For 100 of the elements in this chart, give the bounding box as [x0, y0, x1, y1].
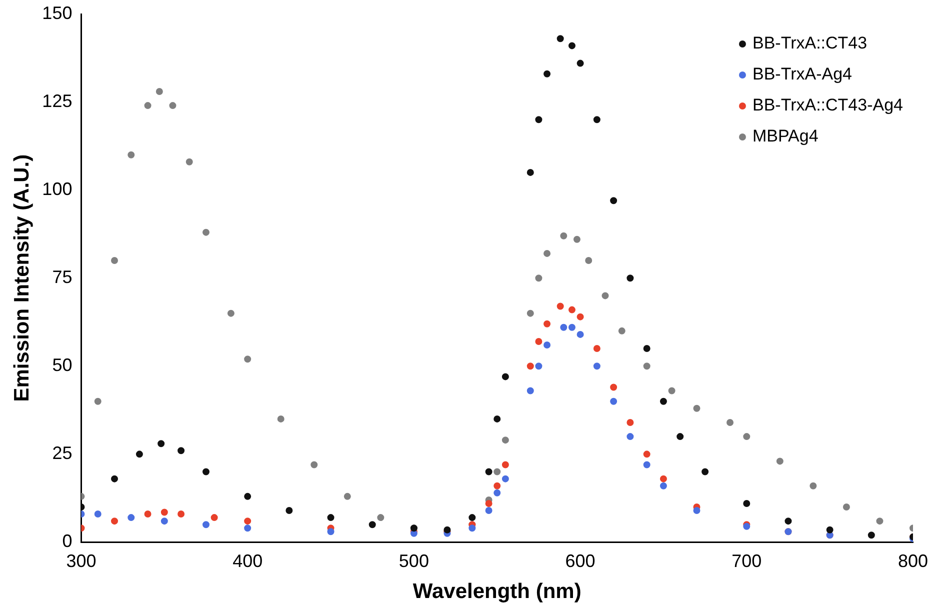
- legend-label: BB-TrxA::CT43: [752, 34, 868, 53]
- point: [144, 510, 152, 518]
- point: [660, 475, 667, 482]
- point: [526, 310, 534, 317]
- point: [676, 433, 684, 440]
- y-tick-label: 0: [62, 531, 72, 552]
- point: [227, 310, 234, 317]
- point: [593, 362, 600, 370]
- point: [610, 384, 618, 391]
- point: [626, 274, 634, 282]
- point: [544, 320, 551, 328]
- point: [643, 345, 650, 352]
- point: [693, 404, 700, 412]
- point: [502, 373, 509, 380]
- point: [111, 518, 118, 525]
- point: [494, 468, 501, 476]
- point: [618, 327, 626, 334]
- point: [111, 475, 118, 482]
- point: [160, 518, 168, 525]
- point: [494, 415, 501, 422]
- x-tick-label: 400: [232, 550, 263, 571]
- point: [810, 482, 817, 490]
- point: [568, 306, 576, 314]
- point: [593, 116, 600, 124]
- point: [726, 418, 734, 426]
- point: [576, 60, 584, 67]
- legend-label: BB-TrxA-Ag4: [752, 64, 852, 84]
- point: [327, 528, 334, 536]
- y-tick-label: 75: [52, 267, 72, 288]
- point: [244, 356, 252, 363]
- y-tick-label: 25: [52, 443, 72, 464]
- point: [560, 232, 568, 240]
- point: [485, 468, 492, 476]
- point: [826, 526, 834, 534]
- point: [160, 508, 168, 516]
- point: [556, 35, 564, 42]
- point: [610, 398, 618, 405]
- point: [202, 468, 210, 476]
- point: [202, 521, 210, 528]
- x-tick-label: 600: [565, 550, 596, 571]
- point: [868, 532, 875, 539]
- point: [576, 330, 584, 338]
- point: [94, 398, 102, 405]
- point: [526, 168, 534, 176]
- point: [544, 250, 551, 257]
- legend-label: MBPAg4: [752, 126, 818, 146]
- point: [526, 362, 534, 370]
- point: [585, 256, 592, 264]
- x-tick-label: 300: [66, 550, 96, 571]
- point: [535, 274, 542, 282]
- point: [535, 338, 542, 345]
- point: [668, 387, 676, 394]
- point: [743, 500, 750, 507]
- point: [776, 458, 784, 465]
- point: [535, 116, 542, 124]
- point: [178, 510, 185, 518]
- point: [568, 42, 576, 50]
- y-tick-label: 100: [42, 179, 72, 200]
- point: [576, 313, 584, 320]
- point: [377, 514, 384, 522]
- point: [626, 418, 634, 426]
- point: [144, 102, 152, 110]
- point: [502, 461, 509, 468]
- point: [556, 302, 564, 310]
- y-axis-title: Emission Intensity (A.U.): [10, 154, 34, 402]
- point: [876, 518, 884, 525]
- point: [643, 461, 650, 468]
- point: [660, 398, 667, 405]
- point: [128, 151, 135, 158]
- y-tick-label: 125: [42, 91, 72, 111]
- point: [158, 440, 165, 448]
- point: [494, 489, 501, 496]
- point: [660, 482, 667, 490]
- point: [643, 450, 650, 458]
- point: [535, 362, 542, 370]
- point: [94, 510, 102, 518]
- point: [784, 518, 792, 525]
- point: [485, 507, 492, 514]
- point: [842, 503, 850, 510]
- point: [485, 500, 492, 507]
- point: [573, 236, 580, 243]
- point: [526, 387, 534, 394]
- point: [626, 433, 634, 440]
- point: [368, 521, 376, 528]
- point: [693, 507, 700, 514]
- point: [544, 342, 551, 349]
- point: [244, 518, 252, 525]
- point: [111, 256, 118, 264]
- point: [136, 450, 143, 458]
- point: [156, 88, 163, 95]
- point: [327, 514, 334, 522]
- point: [643, 362, 650, 370]
- point: [277, 415, 284, 422]
- point: [468, 514, 476, 522]
- x-tick-label: 800: [898, 550, 928, 571]
- point: [344, 492, 351, 500]
- y-tick-label: 50: [52, 355, 72, 376]
- point: [202, 228, 210, 236]
- x-axis-title: Wavelength (nm): [412, 580, 582, 604]
- x-tick-label: 500: [398, 550, 429, 571]
